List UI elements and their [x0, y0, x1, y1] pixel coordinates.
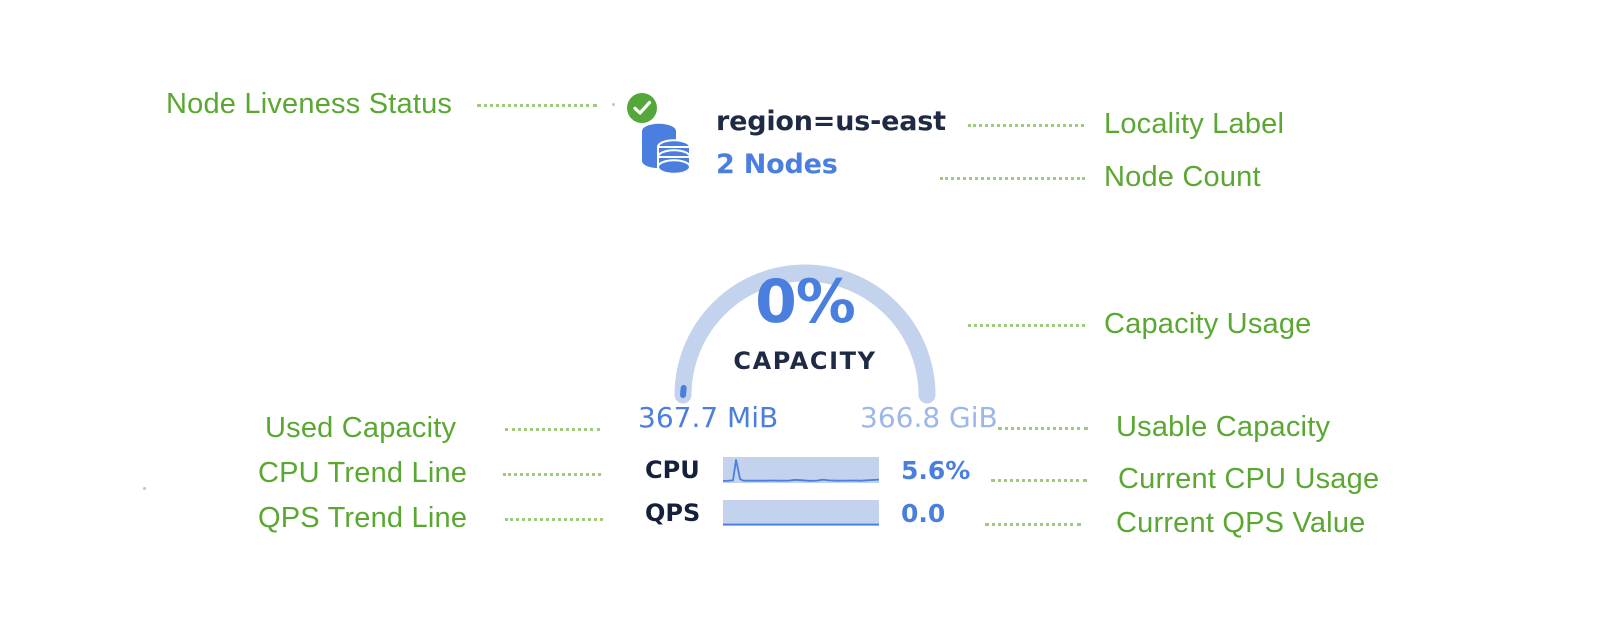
capacity-gauge[interactable]: 0% CAPACITY [655, 200, 955, 405]
node-count-value: 2 Nodes [716, 149, 838, 180]
annotation-usable-capacity: Usable Capacity [1116, 411, 1331, 443]
annotation-locality-label: Locality Label [1104, 108, 1285, 140]
gauge-fill-arc [680, 385, 687, 398]
metric-label-qps: QPS [645, 499, 701, 527]
leader-current-cpu-usage [991, 479, 1087, 485]
leader-usable-capacity [998, 427, 1088, 433]
leader-current-qps-value [985, 523, 1081, 529]
metric-label-cpu: CPU [645, 456, 700, 484]
annotation-node-liveness-status: Node Liveness Status [166, 88, 453, 120]
leader-used-capacity [505, 428, 600, 434]
annotation-cpu-trend-line: CPU Trend Line [258, 457, 468, 489]
node-text-block: region=us-east 2 Nodes [716, 108, 946, 178]
stray-dot [612, 103, 615, 106]
leader-node-liveness-status [477, 104, 597, 110]
current-cpu-usage-value: 5.6% [901, 455, 971, 485]
capacity-values-row: 367.7 MiB 366.8 GiB [638, 404, 1018, 438]
annotation-node-count: Node Count [1104, 161, 1261, 193]
leader-node-count [940, 177, 1085, 183]
annotation-capacity-usage: Capacity Usage [1104, 308, 1312, 340]
stray-dot [143, 487, 146, 490]
qps-trend-sparkline [723, 500, 879, 526]
locality-label-value: region=us-east [716, 106, 946, 137]
metric-row-qps[interactable]: QPS 0.0 [645, 498, 945, 528]
node-locality-widget[interactable]: region=us-east 2 Nodes [626, 92, 1046, 202]
metric-row-cpu[interactable]: CPU 5.6% [645, 455, 970, 485]
used-capacity-value: 367.7 MiB [638, 401, 779, 434]
annotation-current-qps-value: Current QPS Value [1116, 507, 1366, 539]
cpu-trend-sparkline [723, 457, 879, 483]
gauge-track-arc [674, 264, 936, 404]
capacity-gauge-arc [674, 264, 936, 404]
current-qps-value-value: 0.0 [901, 498, 946, 528]
annotation-current-cpu-usage: Current CPU Usage [1118, 463, 1380, 495]
database-stack-icon [634, 120, 696, 182]
leader-locality-label [968, 124, 1084, 130]
usable-capacity-value: 366.8 GiB [860, 401, 998, 434]
leader-qps-trend-line [505, 518, 603, 524]
annotation-qps-trend-line: QPS Trend Line [258, 502, 468, 534]
node-liveness-check-circle-icon [626, 92, 658, 124]
leader-cpu-trend-line [503, 473, 601, 479]
annotation-used-capacity: Used Capacity [265, 412, 457, 444]
leader-capacity-usage [968, 324, 1085, 330]
